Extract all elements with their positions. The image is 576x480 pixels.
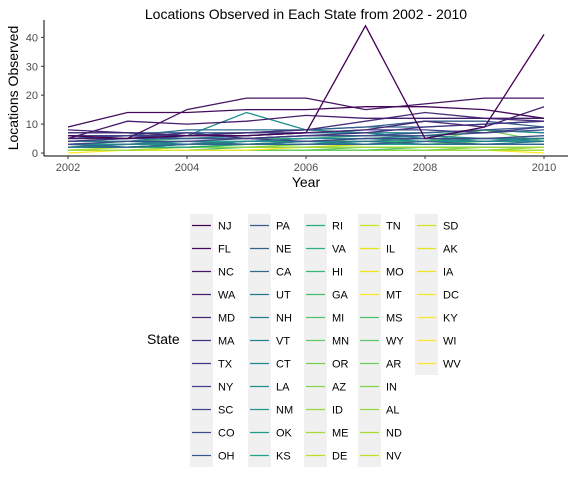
legend-label-wy: WY: [386, 336, 404, 348]
legend-label-ri: RI: [332, 221, 343, 233]
legend-label-wv: WV: [443, 359, 461, 371]
series-line-sc: [67, 135, 545, 145]
legend-label-il: IL: [386, 244, 395, 256]
legend-label-va: VA: [332, 244, 347, 256]
series-line-vt: [68, 135, 544, 145]
legend-label-me: ME: [332, 428, 349, 440]
legend-label-fl: FL: [218, 244, 231, 256]
legend-title: State: [147, 331, 180, 347]
y-tick-label: 20: [26, 90, 38, 102]
legend-label-oh: OH: [218, 451, 235, 463]
legend-label-tn: TN: [386, 221, 401, 233]
y-tick-label: 30: [26, 61, 38, 73]
legend-label-la: LA: [276, 382, 290, 394]
legend-label-mt: MT: [386, 290, 402, 302]
y-axis-title: Locations Observed: [5, 26, 21, 151]
legend-label-pa: PA: [276, 221, 291, 233]
legend-label-ma: MA: [218, 336, 235, 348]
legend-label-ky: KY: [443, 313, 458, 325]
x-tick-label: 2004: [175, 162, 199, 174]
legend-label-mn: MN: [332, 336, 349, 348]
legend-label-hi: HI: [332, 267, 343, 279]
legend-label-or: OR: [332, 359, 349, 371]
y-tick-label: 10: [26, 119, 38, 131]
legend-label-sc: SC: [218, 405, 233, 417]
legend-label-ga: GA: [332, 290, 349, 302]
legend-label-wa: WA: [218, 290, 236, 302]
x-axis-title: Year: [292, 174, 321, 190]
legend-label-az: AZ: [332, 382, 346, 394]
series-line-nc: [68, 97, 544, 140]
legend-label-ak: AK: [443, 244, 458, 256]
series-line-nj: [67, 24, 545, 140]
legend: NJ FL NC WA MD MA TX NY SC CO OH PA NE CA UT NH VT CT LA NM…: [190, 214, 461, 467]
legend-label-id: ID: [332, 405, 343, 417]
legend-label-nm: NM: [276, 405, 293, 417]
x-tick-label: 2010: [532, 162, 556, 174]
legend-label-vt: VT: [276, 336, 290, 348]
legend-label-co: CO: [218, 428, 235, 440]
legend-label-nj: NJ: [218, 221, 231, 233]
legend-label-ms: MS: [386, 313, 403, 325]
legend-label-md: MD: [218, 313, 235, 325]
legend-label-nv: NV: [386, 451, 402, 463]
legend-label-ct: CT: [276, 359, 291, 371]
plot-lines: [67, 24, 545, 154]
legend-label-nc: NC: [218, 267, 234, 279]
legend-label-nh: NH: [276, 313, 292, 325]
chart-title: Locations Observed in Each State from 20…: [145, 6, 467, 22]
legend-label-mo: MO: [386, 267, 404, 279]
y-tick-label: 0: [32, 148, 38, 160]
x-tick-label: 2008: [413, 162, 437, 174]
legend-label-ut: UT: [276, 290, 291, 302]
legend-label-de: DE: [332, 451, 347, 463]
legend-label-nd: ND: [386, 428, 402, 440]
series-line-wa: [67, 114, 544, 140]
legend-label-ks: KS: [276, 451, 291, 463]
legend-label-ar: AR: [386, 359, 401, 371]
legend-label-wi: WI: [443, 336, 456, 348]
x-ticks: 2002 2004 2006 2008 2010: [56, 156, 556, 174]
legend-label-dc: DC: [443, 290, 459, 302]
series-line-ne: [67, 140, 544, 148]
legend-label-tx: TX: [218, 359, 233, 371]
x-tick-label: 2002: [56, 162, 80, 174]
legend-label-ia: IA: [443, 267, 454, 279]
x-tick-label: 2006: [294, 162, 318, 174]
legend-label-mi: MI: [332, 313, 344, 325]
legend-label-sd: SD: [443, 221, 458, 233]
legend-label-ny: NY: [218, 382, 234, 394]
y-ticks: 0 10 20 30 40: [26, 32, 44, 160]
legend-label-ne: NE: [276, 244, 291, 256]
legend-label-al: AL: [386, 405, 399, 417]
series-line-fl: [67, 106, 545, 128]
legend-label-ok: OK: [276, 428, 293, 440]
legend-label-in: IN: [386, 382, 397, 394]
y-tick-label: 40: [26, 32, 38, 44]
series-line-id: [68, 146, 544, 151]
legend-label-ca: CA: [276, 267, 292, 279]
